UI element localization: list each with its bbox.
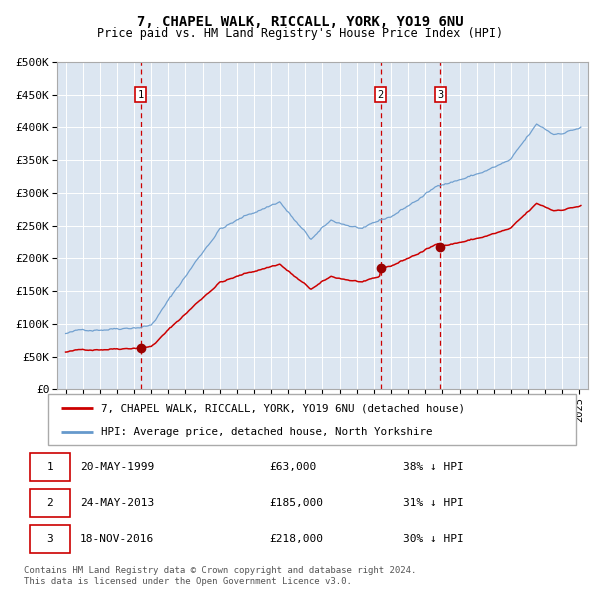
Text: 38% ↓ HPI: 38% ↓ HPI (403, 462, 464, 472)
Text: 1: 1 (137, 90, 144, 100)
Text: 1: 1 (46, 462, 53, 472)
Text: HPI: Average price, detached house, North Yorkshire: HPI: Average price, detached house, Nort… (101, 428, 432, 437)
FancyBboxPatch shape (29, 525, 70, 553)
FancyBboxPatch shape (29, 453, 70, 481)
Text: 7, CHAPEL WALK, RICCALL, YORK, YO19 6NU: 7, CHAPEL WALK, RICCALL, YORK, YO19 6NU (137, 15, 463, 29)
Text: 20-MAY-1999: 20-MAY-1999 (80, 462, 154, 472)
Text: 24-MAY-2013: 24-MAY-2013 (80, 498, 154, 508)
Text: 2: 2 (46, 498, 53, 508)
Text: £63,000: £63,000 (269, 462, 317, 472)
Text: £218,000: £218,000 (269, 534, 323, 544)
Text: 3: 3 (437, 90, 443, 100)
Text: 18-NOV-2016: 18-NOV-2016 (80, 534, 154, 544)
Text: 2: 2 (377, 90, 383, 100)
Text: This data is licensed under the Open Government Licence v3.0.: This data is licensed under the Open Gov… (24, 577, 352, 586)
Text: 7, CHAPEL WALK, RICCALL, YORK, YO19 6NU (detached house): 7, CHAPEL WALK, RICCALL, YORK, YO19 6NU … (101, 403, 465, 413)
Text: 30% ↓ HPI: 30% ↓ HPI (403, 534, 464, 544)
Text: 3: 3 (46, 534, 53, 544)
Text: 31% ↓ HPI: 31% ↓ HPI (403, 498, 464, 508)
Text: Price paid vs. HM Land Registry's House Price Index (HPI): Price paid vs. HM Land Registry's House … (97, 27, 503, 40)
Text: £185,000: £185,000 (269, 498, 323, 508)
FancyBboxPatch shape (29, 489, 70, 517)
Text: Contains HM Land Registry data © Crown copyright and database right 2024.: Contains HM Land Registry data © Crown c… (24, 566, 416, 575)
